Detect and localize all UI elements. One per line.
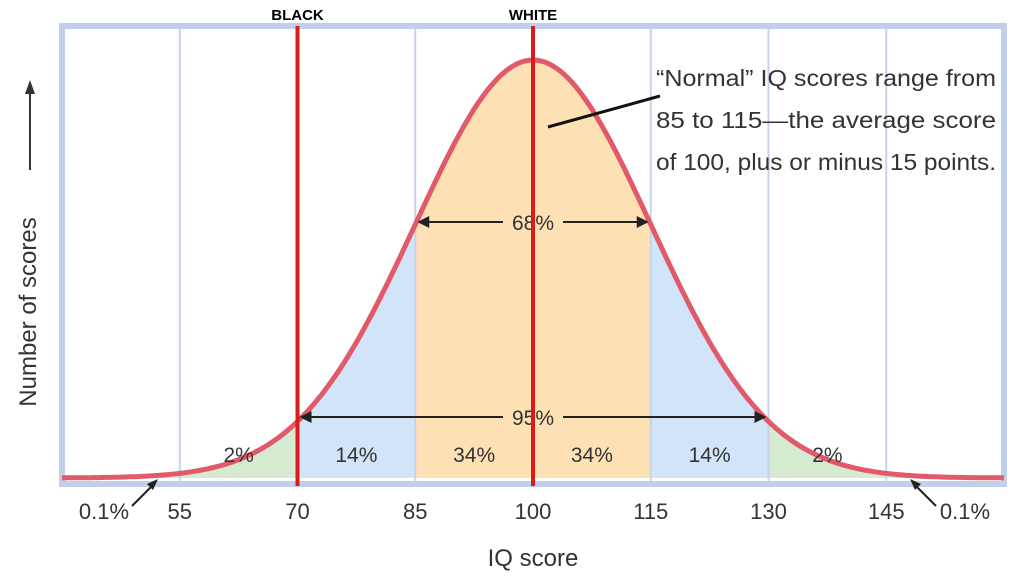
x-tick-labels: 55 70 85 100 115 130 145 [168,499,905,524]
x-axis-label: IQ score [488,545,579,572]
tail-arrow-head [910,479,921,490]
x-tick-label: 85 [403,499,427,524]
x-tick-label: 55 [168,499,192,524]
x-tick-label: 70 [285,499,309,524]
band-percent-label: 14% [689,444,731,467]
tail-label-left: 0.1% [79,499,129,524]
x-tick-label: 145 [868,499,905,524]
band-area [179,421,298,478]
band-percent-label: 2% [223,444,253,467]
band-percent-label: 14% [335,444,377,467]
tail-arrow-head [147,479,158,490]
marker-label: WHITE [509,7,557,24]
range-arrow-head [636,216,649,228]
band-percent-label: 34% [453,444,495,467]
x-tick-label: 130 [750,499,787,524]
band-area [768,421,887,478]
annotation-pointer [547,94,661,129]
tail-label-right: 0.1% [940,499,990,524]
marker-lines: BLACK WHITE [271,7,557,486]
x-tick-label: 115 [633,499,668,524]
band-percent-label: 2% [812,444,842,467]
y-axis-arrow [25,80,35,170]
tail-labels: 0.1% 0.1% [79,479,990,524]
marker-label: BLACK [271,7,324,24]
range-arrow-head [299,411,312,423]
annotation: “Normal” IQ scores range from 85 to 115—t… [656,65,996,175]
annotation-line: 85 to 115—the average score [656,107,996,133]
tail-arrow [913,483,937,507]
range-arrow-head [417,216,430,228]
annotation-line: of 100, plus or minus 15 points. [656,149,996,175]
range-arrow-head [754,411,767,423]
band-percent-labels: 2% 14% 34% 34% 14% 2% [223,444,842,467]
annotation-line: “Normal” IQ scores range from [656,65,996,91]
y-axis-label: Number of scores [15,217,42,406]
tail-arrow [131,483,155,507]
band-percent-label: 34% [571,444,613,467]
x-tick-label: 100 [515,499,552,524]
